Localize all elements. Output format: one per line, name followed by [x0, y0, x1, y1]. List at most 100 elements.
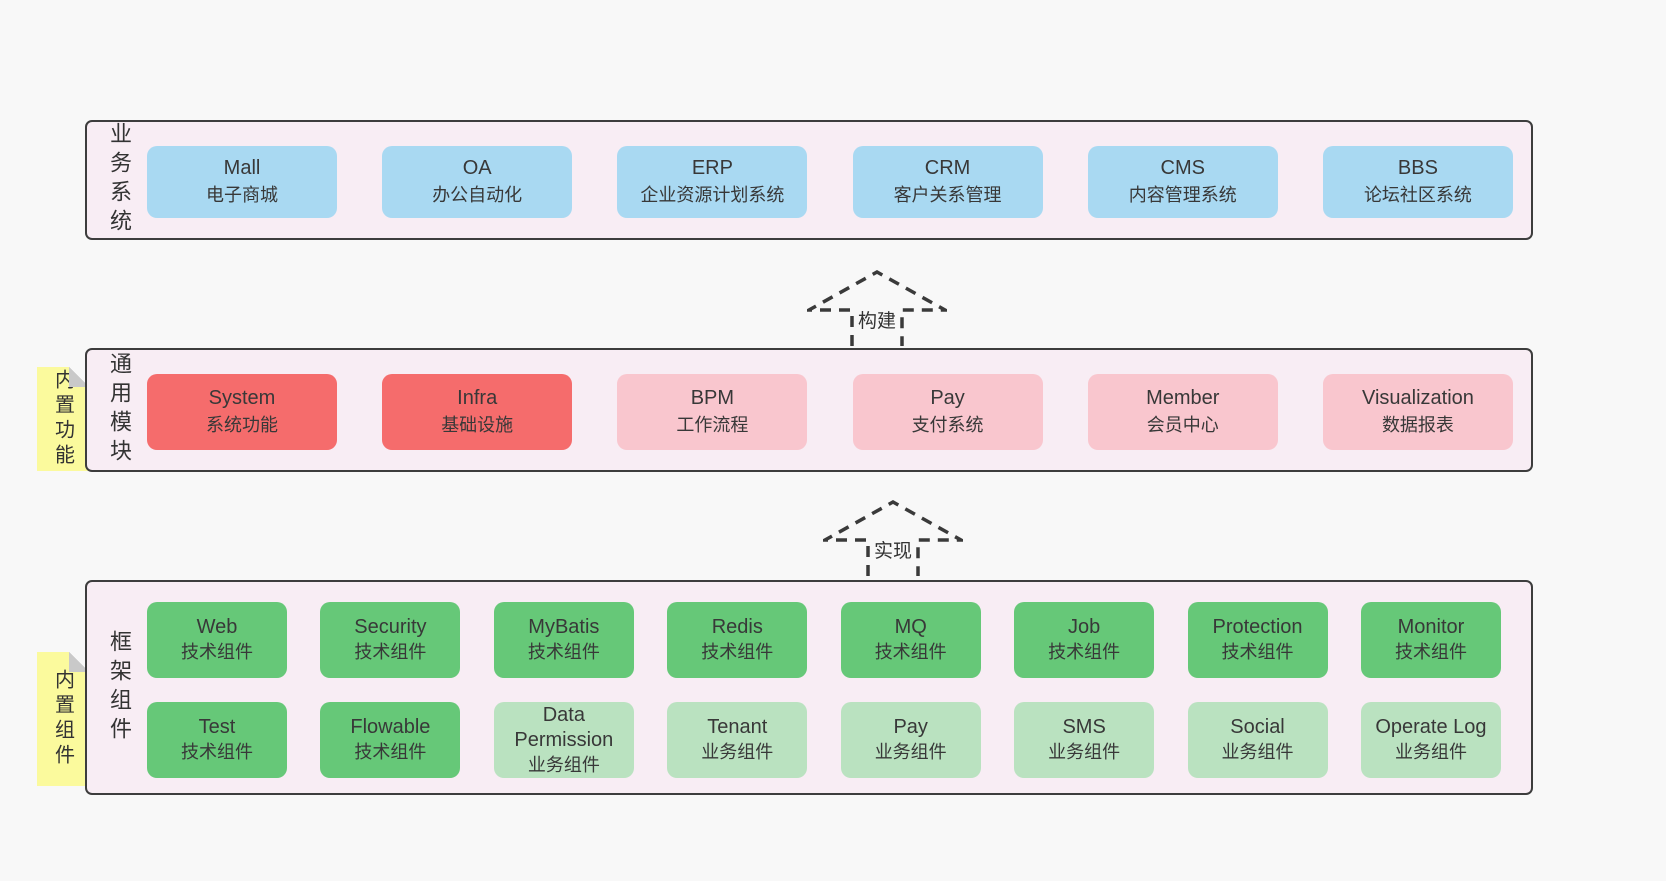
box-subtitle: 业务组件 — [527, 754, 600, 775]
box-subtitle: 内容管理系统 — [1128, 185, 1237, 205]
box-title: Tenant — [707, 716, 768, 738]
box-subtitle: 技术组件 — [181, 742, 253, 762]
box-infra: Infra 基础设施 — [382, 374, 573, 450]
box-title: Protection — [1212, 616, 1303, 638]
framework-boxes-row1: Web 技术组件 Security 技术组件 MyBatis 技术组件 Redi… — [147, 602, 1501, 678]
layer-framework-label: 框架组件 — [107, 629, 132, 746]
box-title: Visualization — [1361, 387, 1474, 409]
box-title: Redis — [711, 616, 763, 638]
box-subtitle: 企业资源计划系统 — [640, 185, 785, 205]
box-title: MQ — [894, 616, 927, 638]
box-data-permission: Data Permission 业务组件 — [493, 702, 634, 778]
business-boxes-row: Mall 电子商城 OA 办公自动化 ERP 企业资源计划系统 CRM 客户关系… — [147, 146, 1513, 218]
box-title: ERP — [691, 157, 733, 179]
box-subtitle: 客户关系管理 — [893, 185, 1002, 205]
box-security: Security 技术组件 — [320, 602, 461, 678]
box-subtitle: 数据报表 — [1381, 415, 1454, 435]
box-title: Job — [1067, 616, 1101, 638]
box-mybatis: MyBatis 技术组件 — [493, 602, 634, 678]
box-subtitle: 论坛社区系统 — [1363, 185, 1472, 205]
dashed-up-arrow-icon — [807, 270, 947, 346]
box-job: Job 技术组件 — [1014, 602, 1155, 678]
box-title: CRM — [924, 157, 971, 179]
box-title: CMS — [1160, 157, 1205, 179]
box-crm: CRM 客户关系管理 — [852, 146, 1043, 218]
box-title: Data Permission — [514, 703, 614, 751]
box-title: Pay — [893, 716, 928, 738]
box-member: Member 会员中心 — [1087, 374, 1278, 450]
box-subtitle: 技术组件 — [1394, 642, 1467, 662]
box-subtitle: 技术组件 — [354, 742, 427, 762]
box-erp: ERP 企业资源计划系统 — [617, 146, 808, 218]
box-cms: CMS 内容管理系统 — [1087, 146, 1278, 218]
layer-business-systems: 业务系统 Mall 电子商城 OA 办公自动化 ERP 企业资源计划系统 CRM… — [85, 120, 1533, 240]
sticky-note-text: 内置组件 — [51, 669, 74, 769]
box-tenant: Tenant 业务组件 — [667, 702, 808, 778]
box-title: Infra — [457, 387, 498, 409]
box-title: Operate Log — [1375, 716, 1487, 738]
box-subtitle: 技术组件 — [527, 642, 600, 662]
box-visualization: Visualization 数据报表 — [1322, 374, 1513, 450]
box-title: OA — [462, 157, 492, 179]
sticky-note-text: 内置功能 — [51, 369, 74, 469]
arrow-build-label: 构建 — [854, 305, 900, 334]
sticky-note-builtin-features: 内置功能 — [37, 367, 89, 471]
box-subtitle: 工作流程 — [676, 415, 749, 435]
arrow-realize: 实现 — [823, 500, 963, 576]
box-subtitle: 业务组件 — [1394, 742, 1467, 762]
box-subtitle: 技术组件 — [701, 642, 774, 662]
box-bbs: BBS 论坛社区系统 — [1322, 146, 1513, 218]
box-title: Security — [354, 616, 427, 638]
layer-framework-components: 框架组件 Web 技术组件 Security 技术组件 MyBatis 技术组件… — [85, 580, 1533, 795]
box-title: Monitor — [1397, 616, 1465, 638]
arrow-build: 构建 — [807, 270, 947, 346]
layer-common-modules: 通用模块 System 系统功能 Infra 基础设施 BPM 工作流程 Pay… — [85, 348, 1533, 472]
box-subtitle: 业务组件 — [1221, 742, 1294, 762]
box-redis: Redis 技术组件 — [667, 602, 808, 678]
framework-boxes-row2: Test 技术组件 Flowable 技术组件 Data Permission … — [147, 702, 1501, 778]
arrow-realize-label: 实现 — [870, 535, 916, 564]
box-monitor: Monitor 技术组件 — [1360, 602, 1501, 678]
box-subtitle: 业务组件 — [701, 742, 774, 762]
box-title: Test — [198, 716, 236, 738]
box-flowable: Flowable 技术组件 — [320, 702, 461, 778]
box-oa: OA 办公自动化 — [382, 146, 573, 218]
box-subtitle: 技术组件 — [1221, 642, 1294, 662]
layer-business-label: 业务系统 — [107, 122, 132, 238]
modules-boxes-row: System 系统功能 Infra 基础设施 BPM 工作流程 Pay 支付系统… — [147, 374, 1513, 450]
dashed-up-arrow-icon — [823, 500, 963, 576]
box-title: MyBatis — [528, 616, 600, 638]
box-operate-log: Operate Log 业务组件 — [1360, 702, 1501, 778]
box-title: BPM — [690, 387, 735, 409]
box-subtitle: 业务组件 — [874, 742, 947, 762]
box-subtitle: 基础设施 — [441, 415, 514, 435]
box-subtitle: 电子商城 — [206, 185, 278, 205]
box-title: Flowable — [350, 716, 431, 738]
box-subtitle: 支付系统 — [911, 415, 984, 435]
box-subtitle: 办公自动化 — [432, 185, 523, 205]
box-social: Social 业务组件 — [1187, 702, 1328, 778]
box-title: System — [208, 387, 276, 409]
box-subtitle: 系统功能 — [206, 415, 278, 435]
box-subtitle: 技术组件 — [181, 642, 253, 662]
box-subtitle: 会员中心 — [1146, 415, 1219, 435]
box-title: Mall — [223, 157, 261, 179]
box-title: Pay — [930, 387, 965, 409]
box-protection: Protection 技术组件 — [1187, 602, 1328, 678]
box-subtitle: 技术组件 — [874, 642, 947, 662]
box-title: Social — [1230, 716, 1285, 738]
box-title: BBS — [1397, 157, 1438, 179]
layer-modules-label: 通用模块 — [107, 352, 132, 468]
box-subtitle: 业务组件 — [1048, 742, 1121, 762]
box-web: Web 技术组件 — [147, 602, 287, 678]
box-sms: SMS 业务组件 — [1014, 702, 1155, 778]
box-pay-component: Pay 业务组件 — [840, 702, 981, 778]
sticky-note-builtin-components: 内置组件 — [37, 652, 89, 786]
box-mall: Mall 电子商城 — [147, 146, 337, 218]
box-system: System 系统功能 — [147, 374, 337, 450]
box-subtitle: 技术组件 — [1048, 642, 1121, 662]
box-title: SMS — [1062, 716, 1106, 738]
box-subtitle: 技术组件 — [354, 642, 427, 662]
box-test: Test 技术组件 — [147, 702, 287, 778]
box-bpm: BPM 工作流程 — [617, 374, 808, 450]
